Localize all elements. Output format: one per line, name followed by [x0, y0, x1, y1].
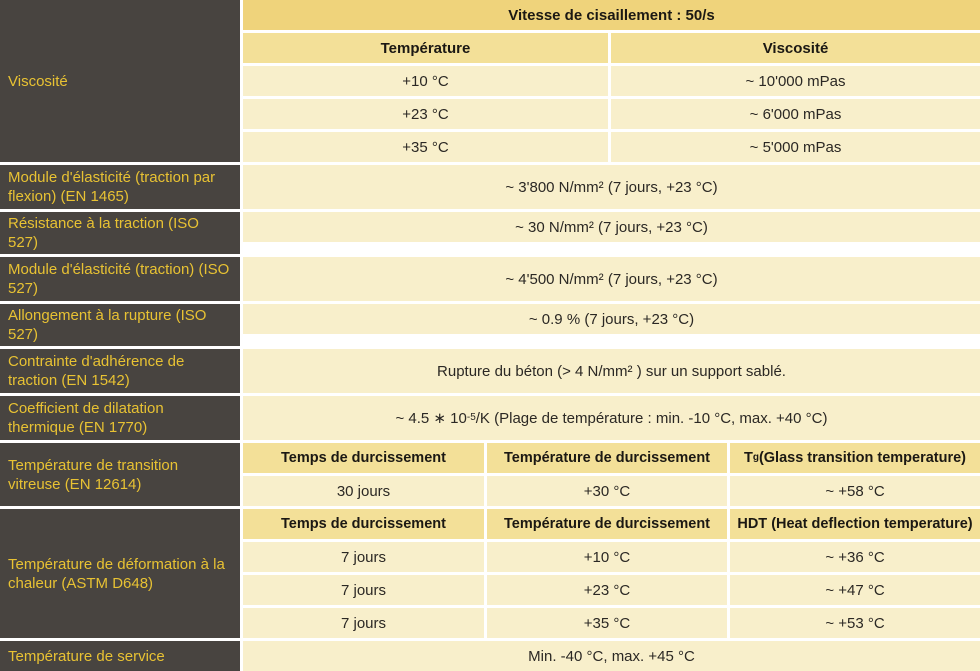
row-value: ~ 4'500 N/mm² (7 jours, +23 °C) — [243, 257, 980, 301]
viscosity-value: ~ 6'000 mPas — [611, 99, 980, 129]
hdt-row: 7 jours +10 °C ~ +36 °C — [243, 542, 980, 572]
cure-time-value: 7 jours — [243, 542, 484, 572]
viscosity-row: +35 °C ~ 5'000 mPas — [243, 132, 980, 162]
row-label: Module d'élasticité (traction) (ISO 527) — [0, 257, 240, 301]
cure-time-value: 30 jours — [243, 476, 484, 506]
column-header-temperature: Température — [243, 33, 608, 63]
row-value: ~ 30 N/mm² (7 jours, +23 °C) — [243, 212, 980, 242]
row-label: Température de déformation à la chaleur … — [0, 509, 240, 638]
row-label-viscosity: Viscosité — [0, 0, 240, 162]
section-thermal-expansion: Coefficient de dilatation thermique (EN … — [0, 396, 980, 440]
cure-temperature-value: +35 °C — [487, 608, 727, 638]
row-label: Coefficient de dilatation thermique (EN … — [0, 396, 240, 440]
row-label: Température de transition vitreuse (EN 1… — [0, 443, 240, 506]
column-header-cure-temperature: Température de durcissement — [487, 509, 727, 539]
section-viscosity: Viscosité Vitesse de cisaillement : 50/s… — [0, 0, 980, 162]
hdt-value: ~ +36 °C — [730, 542, 980, 572]
row-label: Module d'élasticité (traction par flexio… — [0, 165, 240, 209]
section-tensile-modulus: Module d'élasticité (traction) (ISO 527)… — [0, 257, 980, 301]
temperature-value: +35 °C — [243, 132, 608, 162]
cure-time-value: 7 jours — [243, 575, 484, 605]
section-heat-deflection: Température de déformation à la chaleur … — [0, 509, 980, 638]
section-flexural-modulus: Module d'élasticité (traction par flexio… — [0, 165, 980, 209]
column-header-viscosity: Viscosité — [611, 33, 980, 63]
viscosity-row: +10 °C ~ 10'000 mPas — [243, 66, 980, 96]
cure-time-value: 7 jours — [243, 608, 484, 638]
cure-temperature-value: +23 °C — [487, 575, 727, 605]
section-tensile-strength: Résistance à la traction (ISO 527) ~ 30 … — [0, 212, 980, 254]
row-label: Allongement à la rupture (ISO 527) — [0, 304, 240, 346]
cure-temperature-value: +10 °C — [487, 542, 727, 572]
row-label: Résistance à la traction (ISO 527) — [0, 212, 240, 254]
row-value: Rupture du béton (> 4 N/mm² ) sur un sup… — [243, 349, 980, 393]
cure-temperature-value: +30 °C — [487, 476, 727, 506]
glass-transition-row: 30 jours +30 °C ~ +58 °C — [243, 476, 980, 506]
row-value: ~ 0.9 % (7 jours, +23 °C) — [243, 304, 980, 334]
column-header-cure-time: Temps de durcissement — [243, 443, 484, 473]
row-value: ~ 4.5 ∗ 10 -5 /K (Plage de température : … — [243, 396, 980, 440]
hdt-row: 7 jours +23 °C ~ +47 °C — [243, 575, 980, 605]
temperature-value: +23 °C — [243, 99, 608, 129]
column-header-hdt: HDT (Heat deflection temperature) — [730, 509, 980, 539]
section-elongation: Allongement à la rupture (ISO 527) ~ 0.9… — [0, 304, 980, 346]
section-glass-transition: Température de transition vitreuse (EN 1… — [0, 443, 980, 506]
value-suffix: /K (Plage de température : min. -10 °C, … — [475, 409, 828, 427]
value-prefix: ~ 4.5 ∗ 10 — [395, 410, 467, 427]
tg-value: ~ +58 °C — [730, 476, 980, 506]
section-adhesion: Contrainte d'adhérence de traction (EN 1… — [0, 349, 980, 393]
hdt-row: 7 jours +35 °C ~ +53 °C — [243, 608, 980, 638]
column-header-cure-temperature: Température de durcissement — [487, 443, 727, 473]
shear-rate-header: Vitesse de cisaillement : 50/s — [243, 0, 980, 30]
temperature-value: +10 °C — [243, 66, 608, 96]
section-service-temperature: Température de service Min. -40 °C, max.… — [0, 641, 980, 671]
hdt-value: ~ +47 °C — [730, 575, 980, 605]
row-value: ~ 3'800 N/mm² (7 jours, +23 °C) — [243, 165, 980, 209]
column-header-cure-time: Temps de durcissement — [243, 509, 484, 539]
viscosity-row: +23 °C ~ 6'000 mPas — [243, 99, 980, 129]
viscosity-value: ~ 10'000 mPas — [611, 66, 980, 96]
hdt-value: ~ +53 °C — [730, 608, 980, 638]
row-label: Contrainte d'adhérence de traction (EN 1… — [0, 349, 240, 393]
row-value: Min. -40 °C, max. +45 °C — [243, 641, 980, 671]
viscosity-value: ~ 5'000 mPas — [611, 132, 980, 162]
row-label: Température de service — [0, 641, 240, 671]
